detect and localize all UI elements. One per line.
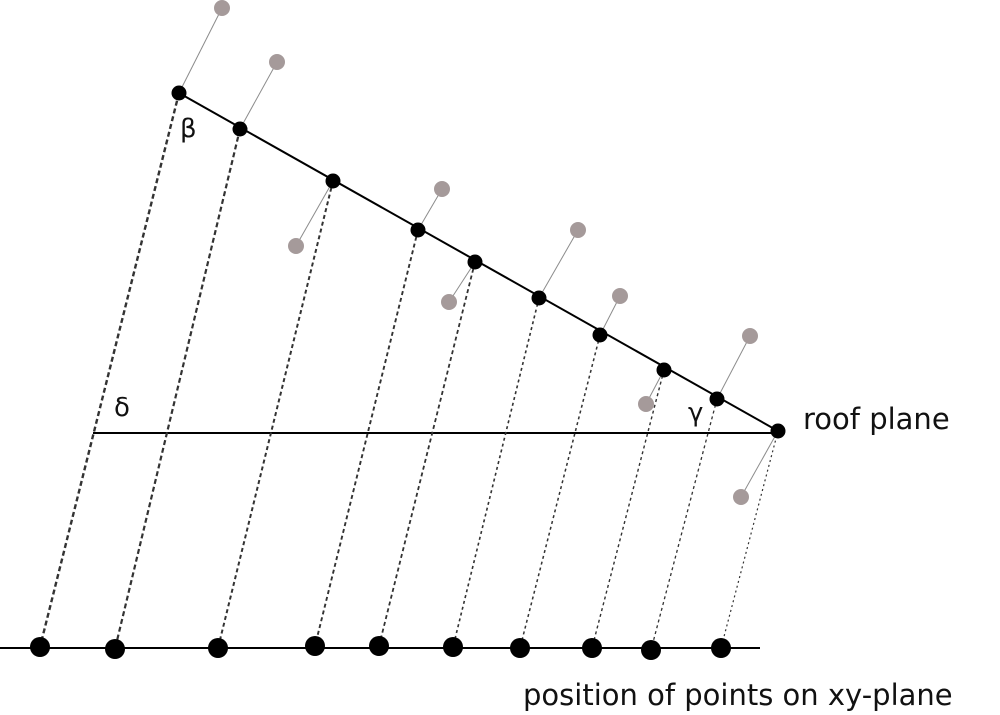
projection-line [650,398,718,651]
offset-line [538,229,579,299]
xy-point [510,638,530,658]
projection-line [113,128,242,650]
xy-points [30,636,731,660]
xy-point [711,638,731,658]
projection-line [452,297,540,648]
projection-lines [38,92,779,651]
roof-point [770,423,786,439]
xy-point [641,640,661,660]
raw-point [269,54,285,70]
roof-plane-label: roof plane [803,402,950,436]
roof-point [171,85,187,101]
offset-line [178,7,223,94]
roof-point [709,391,725,407]
roof-point [592,327,608,343]
gamma-label: γ [688,398,703,428]
offset-line [295,180,334,247]
xy-point [305,636,325,656]
raw-point [612,288,628,304]
delta-label: δ [114,393,130,423]
raw-point [733,489,749,505]
roof-point [325,173,341,189]
raw-point [638,396,654,412]
raw-point [214,0,230,16]
xy-point [443,637,463,657]
raw-point [742,328,758,344]
raw-point [570,222,586,238]
roof-point [232,121,248,137]
offset-line [716,335,751,400]
roof-point [531,290,547,306]
roof-point [410,222,426,238]
projection-line [720,430,779,649]
projection-line [217,180,334,649]
xy-point [30,637,50,657]
roof-points [171,85,786,439]
xy-point [582,638,602,658]
projection-line [38,92,181,648]
projection-line [519,334,601,649]
raw-point [288,238,304,254]
xy-point [208,638,228,658]
projection-line [378,261,476,647]
raw-point [434,181,450,197]
beta-label: β [180,114,197,144]
projection-line [314,229,419,647]
xy-point [369,636,389,656]
offset-line [239,61,278,130]
projection-line [591,369,665,649]
xy-point [105,639,125,659]
roof-point [467,254,483,270]
raw-point [441,294,457,310]
xy-plane-caption: position of points on xy-plane [523,678,953,712]
raw-points [214,0,758,505]
offset-line [740,430,779,498]
roof-point [656,362,672,378]
